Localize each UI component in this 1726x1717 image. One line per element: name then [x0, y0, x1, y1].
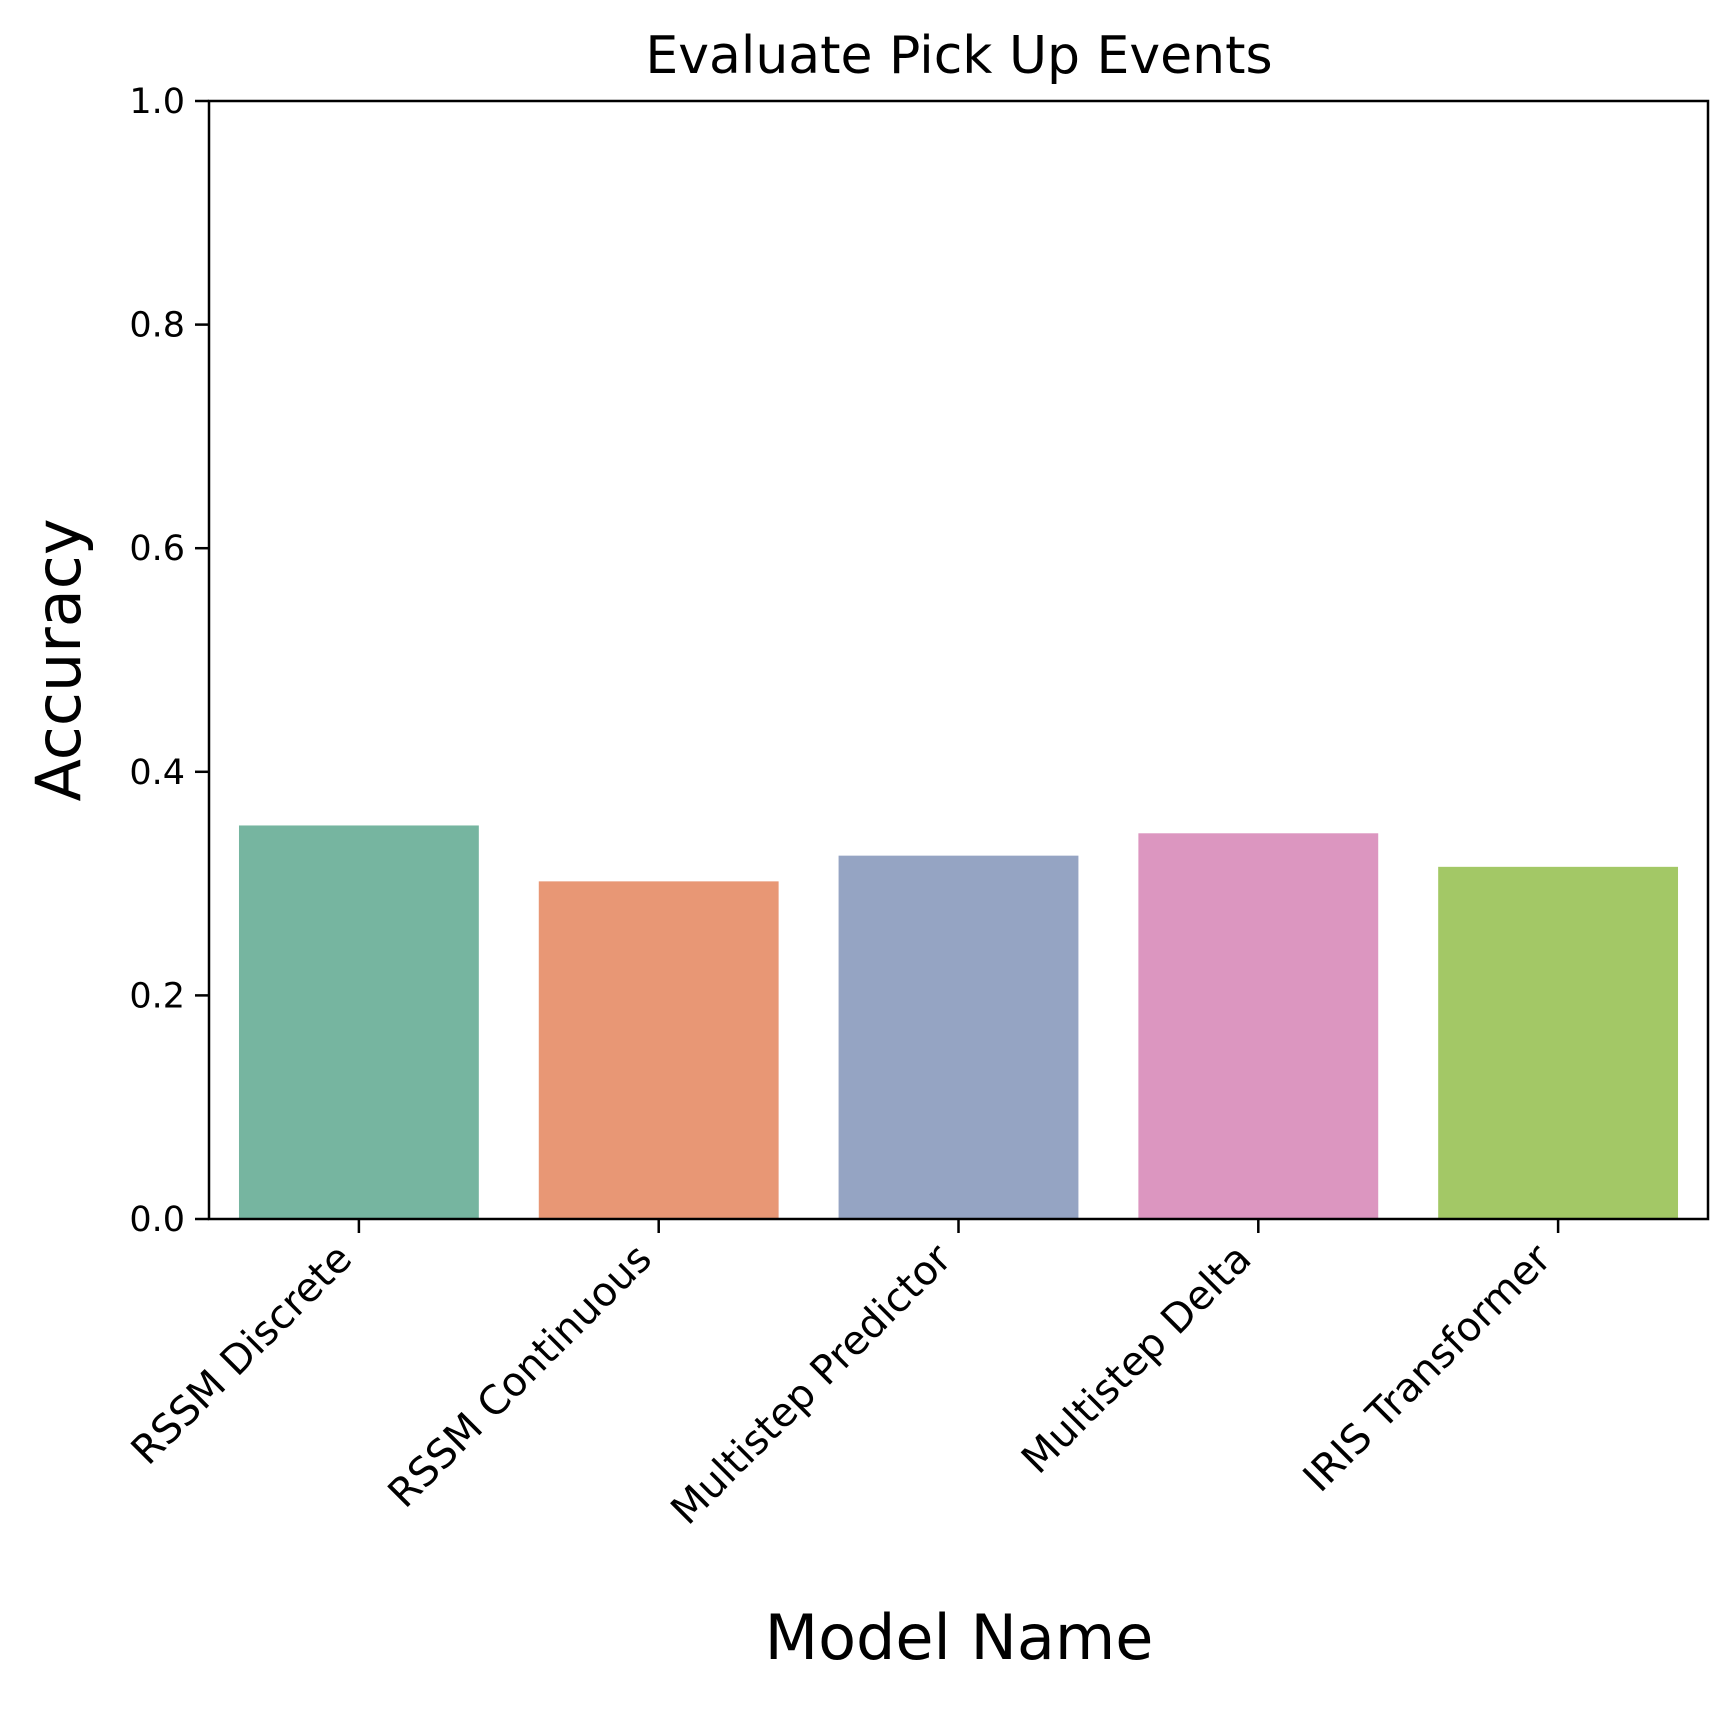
y-tick-label: 0.4	[129, 753, 185, 793]
bars-group	[238, 825, 1679, 1219]
bar-rssm-discrete	[238, 825, 479, 1219]
y-tick-label: 0.2	[129, 976, 185, 1016]
bar-multistep-predictor	[838, 855, 1079, 1219]
y-axis: 0.0 0.2 0.4 0.6 0.8 1.0	[129, 82, 209, 1240]
bar-multistep-delta	[1138, 833, 1379, 1219]
y-tick-label: 0.0	[129, 1200, 185, 1240]
bar-iris-transformer	[1438, 866, 1679, 1219]
chart-title: Evaluate Pick Up Events	[645, 26, 1272, 86]
y-tick-label: 0.6	[129, 529, 185, 569]
y-tick-label: 1.0	[129, 82, 185, 122]
y-tick-label: 0.8	[129, 306, 185, 346]
y-axis-label: Accuracy	[22, 518, 95, 801]
bar-rssm-continuous	[538, 881, 779, 1219]
x-axis-label: Model Name	[765, 1601, 1154, 1674]
